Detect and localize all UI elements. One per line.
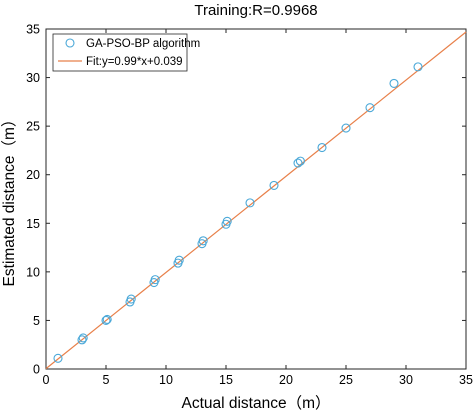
scatter-point (174, 255, 184, 265)
y-tick-label: 30 (26, 71, 40, 85)
scatter-point (78, 333, 88, 343)
scatter-point (198, 236, 208, 246)
x-tick-label: 25 (339, 373, 353, 387)
fit-line (45, 31, 467, 370)
scatter-point (53, 353, 63, 363)
scatter-point (389, 78, 399, 88)
y-tick-label: 20 (26, 168, 40, 182)
scatter-point (269, 180, 279, 190)
scatter-point (222, 216, 232, 226)
scatter-point (126, 294, 136, 304)
legend-label-fit-line: Fit:y=0.99*x+0.039 (86, 56, 183, 68)
x-tick-label: 35 (459, 373, 473, 387)
scatter-point (365, 103, 375, 113)
scatter-point (101, 315, 111, 325)
y-tick-label: 10 (26, 265, 40, 279)
scatter-point (295, 156, 305, 166)
scatter-point (150, 275, 160, 285)
y-tick-label: 35 (26, 23, 40, 37)
x-axis-label: Actual distance（m） (181, 395, 330, 412)
scatter-point (413, 62, 423, 72)
y-axis-label: Estimated distance（m） (1, 112, 18, 287)
x-tick-label: 10 (159, 373, 173, 387)
y-tick-label: 5 (33, 314, 40, 328)
legend-label-scatter: GA-PSO-BP algorithm (86, 38, 200, 50)
legend-marker-scatter (65, 38, 75, 48)
x-tick-label: 20 (279, 373, 293, 387)
x-tick-label: 30 (399, 373, 413, 387)
y-tick-label: 0 (33, 363, 40, 377)
series-layer (45, 31, 467, 370)
y-axis-ticks: 0 5 10 15 20 25 30 35 (26, 23, 466, 377)
scatter-point (245, 198, 255, 208)
y-tick-label: 15 (26, 217, 40, 231)
x-tick-label: 5 (103, 373, 110, 387)
x-tick-label: 0 (43, 373, 50, 387)
y-tick-label: 25 (26, 120, 40, 134)
legend-box (52, 33, 188, 72)
scatter-point (317, 142, 327, 153)
scatter-point (77, 335, 87, 345)
scatter-point (293, 158, 303, 168)
x-tick-label: 15 (219, 373, 233, 387)
legend: GA-PSO-BP algorithm Fit:y=0.99*x+0.039 (52, 33, 200, 72)
x-axis-ticks: 0 5 10 15 20 25 30 35 (43, 29, 473, 387)
scatter-point (341, 123, 351, 133)
chart-title: Training:R=0.9968 (194, 2, 317, 19)
scatter-point (102, 314, 112, 325)
